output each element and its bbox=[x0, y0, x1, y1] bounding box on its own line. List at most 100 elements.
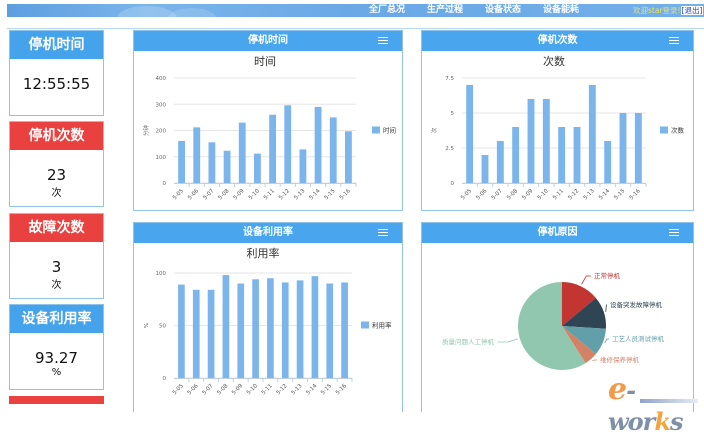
stat-title: 停机时间 bbox=[10, 31, 103, 59]
welcome-area: 欢迎star登录![退出] bbox=[633, 4, 704, 17]
bar[interactable] bbox=[512, 127, 520, 183]
bar[interactable] bbox=[619, 113, 627, 183]
bar[interactable] bbox=[341, 282, 348, 378]
bar[interactable] bbox=[496, 141, 504, 183]
stat-card-downtime: 停机时间 12:55:55 bbox=[9, 30, 104, 116]
y-tick-label: 100 bbox=[156, 271, 167, 277]
x-tick-label: 5-13 bbox=[583, 188, 596, 201]
x-tick-label: 5-13 bbox=[293, 188, 306, 201]
bar[interactable] bbox=[252, 279, 259, 378]
nav-equipment-status[interactable]: 设备状态 bbox=[485, 5, 522, 15]
bar[interactable] bbox=[178, 141, 185, 183]
stat-title: 故障次数 bbox=[10, 214, 103, 242]
bar[interactable] bbox=[558, 127, 566, 183]
pie-slice[interactable] bbox=[518, 282, 586, 370]
x-tick-label: 5-07 bbox=[491, 188, 504, 201]
bar[interactable] bbox=[284, 105, 292, 183]
legend-swatch[interactable] bbox=[372, 126, 380, 134]
stat-card-fault-count: 故障次数 3 次 bbox=[9, 213, 104, 299]
legend-label[interactable]: 时间 bbox=[383, 126, 396, 135]
stat-value: 3 bbox=[51, 258, 62, 276]
bar[interactable] bbox=[237, 283, 245, 379]
bar[interactable] bbox=[588, 85, 596, 183]
nav-equipment-energy[interactable]: 设备能耗 bbox=[543, 5, 580, 15]
pie-slice[interactable] bbox=[562, 326, 596, 364]
pie-label: 正常停机 bbox=[594, 271, 621, 280]
menu-icon[interactable] bbox=[378, 37, 388, 45]
bar[interactable] bbox=[527, 99, 535, 183]
bar[interactable] bbox=[267, 278, 274, 378]
x-tick-label: 5-09 bbox=[521, 188, 534, 201]
bar[interactable] bbox=[296, 280, 304, 378]
bar[interactable] bbox=[481, 155, 489, 183]
x-tick-label: 5-12 bbox=[276, 383, 289, 396]
header-divider bbox=[7, 28, 704, 29]
x-tick-label: 5-11 bbox=[263, 188, 276, 201]
menu-icon[interactable] bbox=[669, 37, 679, 45]
x-tick-label: 5-16 bbox=[339, 188, 352, 201]
bar[interactable] bbox=[314, 106, 322, 183]
stat-unit: 次 bbox=[51, 188, 62, 199]
watermark-underline bbox=[640, 399, 698, 403]
x-tick-label: 5-06 bbox=[187, 383, 200, 396]
stat-unit: 次 bbox=[51, 280, 62, 291]
bar[interactable] bbox=[311, 276, 319, 378]
legend-label[interactable]: 次数 bbox=[671, 126, 685, 135]
chart-title: 利用率 bbox=[247, 246, 280, 260]
nav-production-process[interactable]: 生产过程 bbox=[427, 5, 464, 15]
panel-stop-reasons: 停机原因 正常停机 设备突发故障停机 工艺人员测试停机 维修保养停机 质量问题人工停机 bbox=[421, 222, 694, 412]
bar[interactable] bbox=[542, 99, 550, 183]
bar[interactable] bbox=[281, 282, 289, 378]
x-tick-label: 5-14 bbox=[305, 383, 318, 396]
bar[interactable] bbox=[269, 114, 276, 183]
bar[interactable] bbox=[466, 85, 474, 183]
x-tick-label: 5-08 bbox=[217, 188, 230, 201]
bar[interactable] bbox=[573, 127, 581, 183]
stat-card-next-partial bbox=[9, 396, 104, 404]
y-tick-label: 400 bbox=[156, 76, 167, 82]
x-tick-label: 5-07 bbox=[201, 383, 214, 396]
pie-slice[interactable] bbox=[562, 282, 596, 326]
logout-link[interactable]: [退出] bbox=[680, 6, 704, 15]
menu-icon[interactable] bbox=[669, 229, 679, 237]
bar[interactable] bbox=[326, 283, 334, 379]
chart-title: 时间 bbox=[254, 55, 276, 68]
x-tick-label: 5-05 bbox=[460, 188, 473, 201]
bar[interactable] bbox=[222, 275, 230, 378]
bar[interactable] bbox=[193, 127, 201, 183]
bar[interactable] bbox=[254, 153, 261, 183]
banner-decoration bbox=[167, 8, 217, 17]
bar[interactable] bbox=[634, 113, 642, 183]
bar[interactable] bbox=[299, 149, 307, 183]
stat-card-stop-count: 停机次数 23 次 bbox=[9, 121, 104, 207]
bar[interactable] bbox=[604, 141, 612, 183]
bar[interactable] bbox=[238, 122, 246, 183]
bar[interactable] bbox=[207, 289, 215, 378]
bar[interactable] bbox=[345, 131, 352, 183]
legend-label[interactable]: 利用率 bbox=[372, 321, 392, 330]
stat-title: 停机次数 bbox=[10, 122, 103, 150]
x-tick-label: 5-05 bbox=[172, 383, 185, 396]
y-axis-label: 次 bbox=[430, 127, 438, 133]
bar[interactable] bbox=[223, 150, 231, 183]
bar[interactable] bbox=[208, 142, 216, 183]
x-tick-label: 5-13 bbox=[290, 383, 303, 396]
bar[interactable] bbox=[192, 289, 200, 378]
legend-swatch[interactable] bbox=[660, 126, 668, 134]
x-tick-label: 5-16 bbox=[629, 188, 642, 201]
panel-downtime: 停机时间 时间 0 100 200 300 400 分钟 5-05 5-06 5-07 5-08 5-… bbox=[133, 30, 403, 211]
x-tick-label: 5-09 bbox=[233, 188, 246, 201]
pie-label: 设备突发故障停机 bbox=[610, 300, 663, 309]
pie-slice[interactable] bbox=[562, 326, 606, 355]
menu-icon[interactable] bbox=[378, 229, 388, 237]
watermark-logo: e-works bbox=[608, 372, 683, 436]
x-tick-label: 5-14 bbox=[308, 188, 321, 201]
bar[interactable] bbox=[178, 284, 185, 378]
pie-slice[interactable] bbox=[562, 297, 606, 329]
legend-swatch[interactable] bbox=[361, 321, 369, 329]
bar[interactable] bbox=[329, 117, 337, 183]
nav-overview[interactable]: 全厂总况 bbox=[369, 5, 406, 15]
y-axis-label: % bbox=[144, 323, 150, 328]
